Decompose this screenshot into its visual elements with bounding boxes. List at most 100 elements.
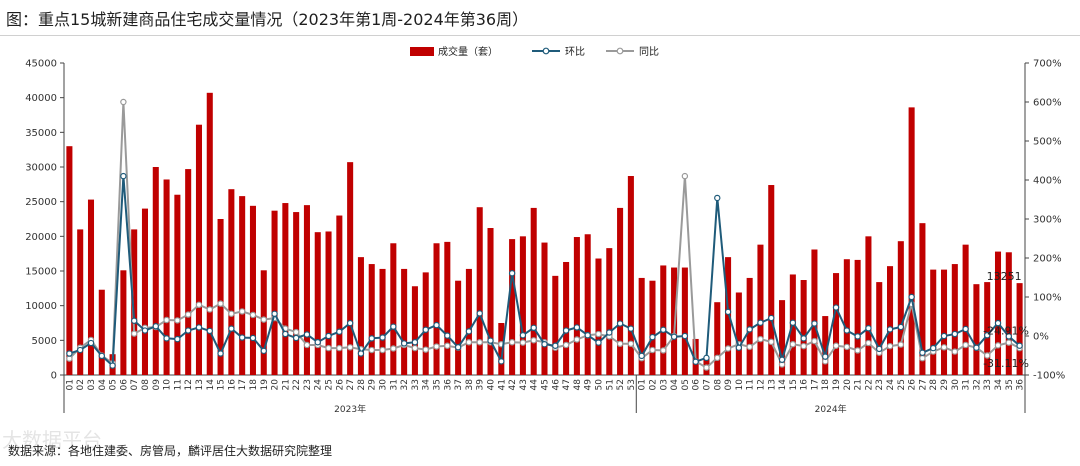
yoy-point xyxy=(886,342,894,350)
bar xyxy=(206,92,213,376)
yoy-point xyxy=(368,346,375,354)
x-tick-label: 23 xyxy=(303,379,313,390)
yoy-point xyxy=(508,339,516,346)
bar xyxy=(660,265,667,375)
mom-point xyxy=(184,327,192,334)
last-mom-annotation: -24.91% xyxy=(983,325,1029,338)
x-tick-label: 15 xyxy=(217,379,227,390)
bar xyxy=(822,316,829,375)
yoy-point xyxy=(292,328,300,336)
x-tick-label: 47 xyxy=(562,379,572,390)
bar xyxy=(77,229,84,375)
x-tick-label: 03 xyxy=(659,379,669,390)
y-right-tick-label: 200% xyxy=(1033,254,1062,265)
mom-point xyxy=(735,344,743,351)
bar xyxy=(131,229,138,375)
mom-point xyxy=(163,335,170,342)
y-right-tick-label: 300% xyxy=(1033,215,1062,226)
last-yoy-annotation: -31.11% xyxy=(983,357,1029,370)
x-tick-label: 16 xyxy=(227,379,237,391)
bar xyxy=(411,286,418,375)
mom-point xyxy=(962,325,969,333)
yoy-point xyxy=(714,354,721,362)
bar xyxy=(347,162,354,375)
mom-point xyxy=(379,334,386,341)
yoy-point xyxy=(757,335,764,343)
bar xyxy=(422,272,429,375)
bar xyxy=(314,232,321,375)
x-tick-label: 26 xyxy=(908,379,918,391)
mom-point xyxy=(249,334,257,342)
mom-point xyxy=(1005,333,1013,340)
bar xyxy=(487,228,494,375)
bar xyxy=(336,215,343,375)
yoy-point xyxy=(616,340,624,347)
bar xyxy=(120,270,127,375)
y-right-tick-label: 600% xyxy=(1033,98,1062,109)
mom-point xyxy=(336,328,343,335)
mom-point xyxy=(346,319,354,327)
y-left-tick-label: 10000 xyxy=(25,301,57,312)
x-tick-label: 01 xyxy=(65,379,75,390)
mom-point xyxy=(357,350,365,357)
yoy-point xyxy=(746,343,753,351)
bar xyxy=(951,264,958,375)
x-tick-label: 07 xyxy=(130,379,140,390)
x-tick-label: 06 xyxy=(119,379,129,391)
mom-point xyxy=(573,324,581,331)
yoy-point xyxy=(444,342,451,349)
yoy-point xyxy=(940,344,948,351)
bar xyxy=(465,268,472,375)
mom-point xyxy=(552,342,559,349)
mom-point xyxy=(865,325,872,332)
x-tick-label: 48 xyxy=(573,379,583,391)
mom-point xyxy=(800,335,807,342)
bar xyxy=(444,241,451,375)
line-series xyxy=(66,98,1023,371)
mom-point xyxy=(973,344,980,351)
bar xyxy=(714,302,721,375)
yoy-point xyxy=(519,339,527,346)
y-right-tick-label: 100% xyxy=(1033,293,1062,304)
bar xyxy=(98,289,105,375)
x-tick-label: 51 xyxy=(605,379,615,390)
mom-point xyxy=(433,321,440,329)
mom-point xyxy=(876,345,883,353)
x-tick-label: 05 xyxy=(109,379,119,390)
yoy-point xyxy=(249,311,257,319)
y-right-tick-label: 0% xyxy=(1033,332,1049,343)
y-left-tick-label: 35000 xyxy=(25,128,57,139)
x-tick-label: 02 xyxy=(648,379,658,390)
yoy-point xyxy=(174,317,181,324)
tick-labels: 0 5000 10000 15000 20000 25000 30000 35000 40000… xyxy=(25,59,1065,416)
x-tick-label: 06 xyxy=(692,379,702,391)
mom-point xyxy=(174,335,181,343)
bar xyxy=(390,243,397,375)
x-tick-label: 49 xyxy=(584,379,594,391)
yoy-point xyxy=(422,346,429,353)
x-tick-label: 19 xyxy=(260,379,270,391)
mom-point xyxy=(390,323,397,330)
mom-point xyxy=(422,326,429,333)
mom-point xyxy=(465,328,473,335)
yoy-point xyxy=(238,308,246,315)
x-tick-label: 09 xyxy=(724,379,734,391)
x-tick-label: 32 xyxy=(972,379,982,390)
bar xyxy=(595,258,602,375)
yoy-point xyxy=(962,341,969,349)
x-tick-label: 11 xyxy=(173,379,183,390)
yoy-point xyxy=(854,347,861,354)
bar xyxy=(897,241,904,375)
yoy-point xyxy=(411,344,419,352)
x-tick-label: 35 xyxy=(433,379,443,390)
x-tick-label: 28 xyxy=(357,379,367,391)
mom-point xyxy=(152,323,159,330)
bar xyxy=(768,185,775,375)
bar xyxy=(1005,252,1012,375)
x-tick-label: 52 xyxy=(616,379,626,390)
chart-title: 图：重点15城新建商品住宅成交量情况（2023年第1周-2024年第36周） xyxy=(6,10,529,29)
yoy-point xyxy=(865,339,872,347)
yoy-point xyxy=(325,344,332,352)
bar xyxy=(303,205,310,375)
mom-point xyxy=(368,335,375,342)
